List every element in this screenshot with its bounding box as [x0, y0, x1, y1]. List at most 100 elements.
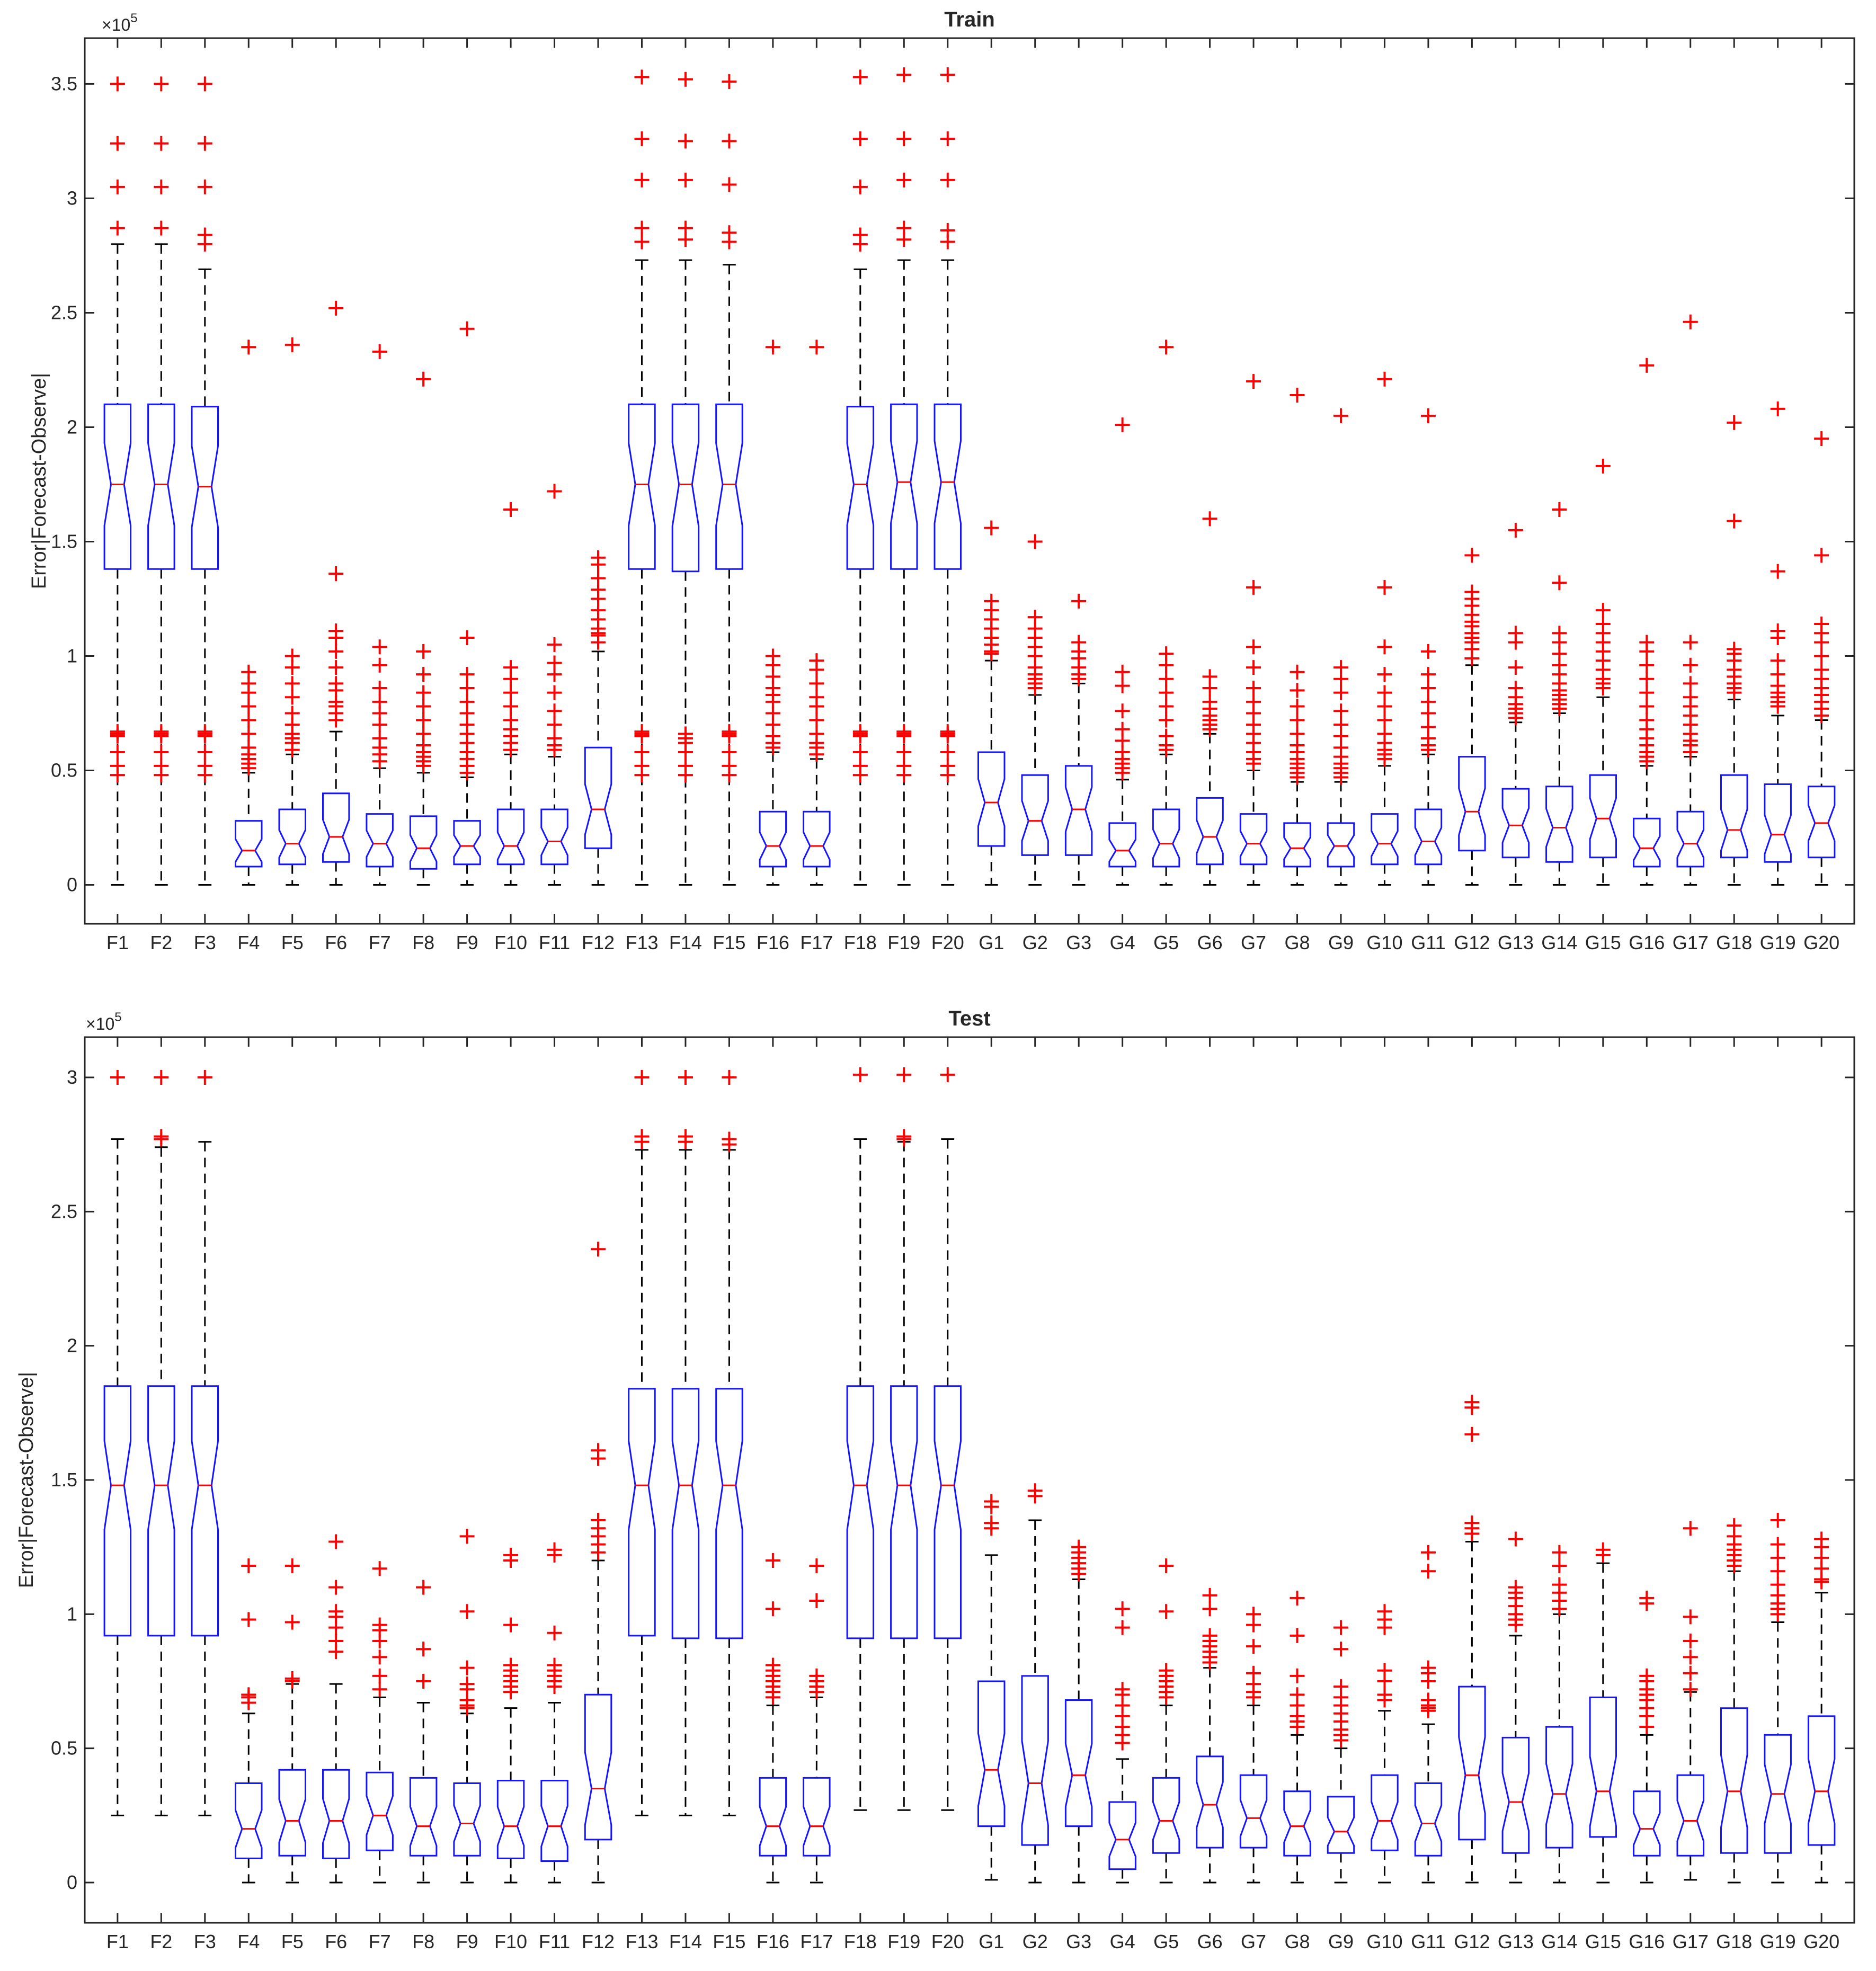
iqr-box: [1021, 774, 1049, 856]
test-x-tick-label: F17: [800, 1931, 833, 1952]
outlier-marker: [1639, 699, 1655, 714]
outlier-marker: [110, 76, 125, 92]
outlier-marker: [1246, 680, 1261, 695]
train-box-F12: [584, 550, 612, 886]
test-y-axis-label: Error|Forecast-Observe|: [15, 1372, 38, 1588]
test-box-G16: [1633, 1590, 1661, 1884]
outlier-marker: [1202, 1587, 1217, 1603]
outlier-marker: [1115, 1601, 1130, 1617]
train-box-G10: [1371, 371, 1399, 886]
train-box-F7: [366, 344, 394, 886]
outlier-marker: [634, 744, 650, 760]
test-x-tick-label: G7: [1241, 1931, 1266, 1952]
outlier-marker: [1202, 694, 1217, 709]
test-x-tick-label: G17: [1673, 1931, 1709, 1952]
outlier-marker: [765, 1601, 780, 1617]
outlier-marker: [1770, 1564, 1785, 1579]
iqr-box: [1371, 813, 1399, 866]
iqr-box: [759, 1777, 787, 1857]
outlier-marker: [372, 680, 387, 695]
outlier-marker: [1552, 575, 1567, 591]
iqr-box: [715, 1388, 743, 1639]
outlier-marker: [1595, 617, 1611, 632]
outlier-marker: [896, 744, 912, 760]
train-y-scale-exponent: 5: [130, 11, 137, 25]
train-y-scale-label: ×10: [102, 15, 130, 34]
iqr-box: [235, 1782, 263, 1859]
test-box-G2: [1021, 1483, 1049, 1884]
train-x-tick-label: F11: [539, 932, 570, 953]
iqr-box: [1239, 813, 1268, 866]
outlier-marker: [1639, 685, 1655, 700]
test-box-F15: [715, 1070, 743, 1816]
outlier-marker: [1464, 584, 1480, 600]
train-box-G9: [1327, 408, 1355, 886]
train-box-F6: [322, 300, 350, 886]
test-x-tick-label: G18: [1716, 1931, 1752, 1952]
outlier-marker: [1202, 1601, 1217, 1617]
outlier-marker: [547, 731, 562, 746]
train-x-tick-label: F5: [281, 932, 304, 953]
outlier-marker: [416, 726, 431, 742]
test-title: Test: [948, 1007, 990, 1030]
outlier-marker: [241, 1612, 256, 1627]
outlier-marker: [1683, 1649, 1698, 1665]
outlier-marker: [896, 724, 912, 739]
iqr-box: [1720, 1707, 1748, 1854]
test-x-tick-label: F2: [150, 1931, 172, 1952]
outlier-marker: [1727, 415, 1742, 430]
outlier-marker: [722, 133, 737, 149]
outlier-marker: [416, 644, 431, 659]
iqr-box: [1589, 1696, 1617, 1838]
outlier-marker: [1377, 371, 1392, 387]
outlier-marker: [591, 550, 606, 565]
outlier-marker: [416, 712, 431, 728]
iqr-box: [103, 403, 132, 570]
outlier-marker: [1246, 694, 1261, 709]
outlier-marker: [634, 131, 650, 147]
iqr-box: [1064, 765, 1093, 856]
train-box-F15: [715, 74, 743, 886]
outlier-marker: [1508, 1531, 1523, 1547]
outlier-marker: [416, 699, 431, 714]
test-x-tick-label: F18: [844, 1931, 877, 1952]
test-y-tick-label: 1.5: [51, 1469, 77, 1491]
outlier-marker: [634, 172, 650, 188]
train-y-tick-label: 2: [67, 416, 77, 438]
outlier-marker: [1420, 680, 1436, 695]
train-box-G11: [1414, 408, 1443, 886]
train-y-tick-label: 1.5: [51, 530, 77, 552]
iqr-box: [1764, 1734, 1792, 1854]
outlier-marker: [852, 131, 868, 147]
outlier-marker: [284, 706, 300, 721]
train-x-tick-label: F9: [456, 932, 478, 953]
test-box-F6: [322, 1534, 350, 1884]
outlier-marker: [1377, 579, 1392, 595]
test-x-tick-label: F13: [625, 1931, 658, 1952]
test-box-G11: [1414, 1545, 1443, 1884]
outlier-marker: [1420, 694, 1436, 709]
outlier-marker: [678, 172, 693, 188]
test-box-F20: [933, 1067, 962, 1811]
test-box-F10: [496, 1547, 525, 1884]
outlier-marker: [1683, 657, 1698, 673]
test-x-tick-label: G9: [1328, 1931, 1354, 1952]
outlier-marker: [1770, 1577, 1785, 1592]
test-box-G5: [1152, 1558, 1180, 1884]
outlier-marker: [459, 1676, 475, 1692]
outlier-marker: [722, 758, 737, 773]
outlier-marker: [634, 1129, 650, 1144]
outlier-marker: [1290, 387, 1305, 403]
test-x-tick-label: G3: [1066, 1931, 1091, 1952]
outlier-marker: [503, 685, 519, 700]
train-box-G6: [1196, 511, 1224, 886]
outlier-marker: [416, 1580, 431, 1595]
outlier-marker: [547, 717, 562, 733]
outlier-marker: [1639, 712, 1655, 728]
outlier-marker: [1159, 712, 1174, 728]
outlier-marker: [372, 639, 387, 655]
outlier-marker: [1727, 1518, 1742, 1533]
outlier-marker: [197, 227, 212, 243]
train-x-tick-label: F4: [237, 932, 260, 953]
